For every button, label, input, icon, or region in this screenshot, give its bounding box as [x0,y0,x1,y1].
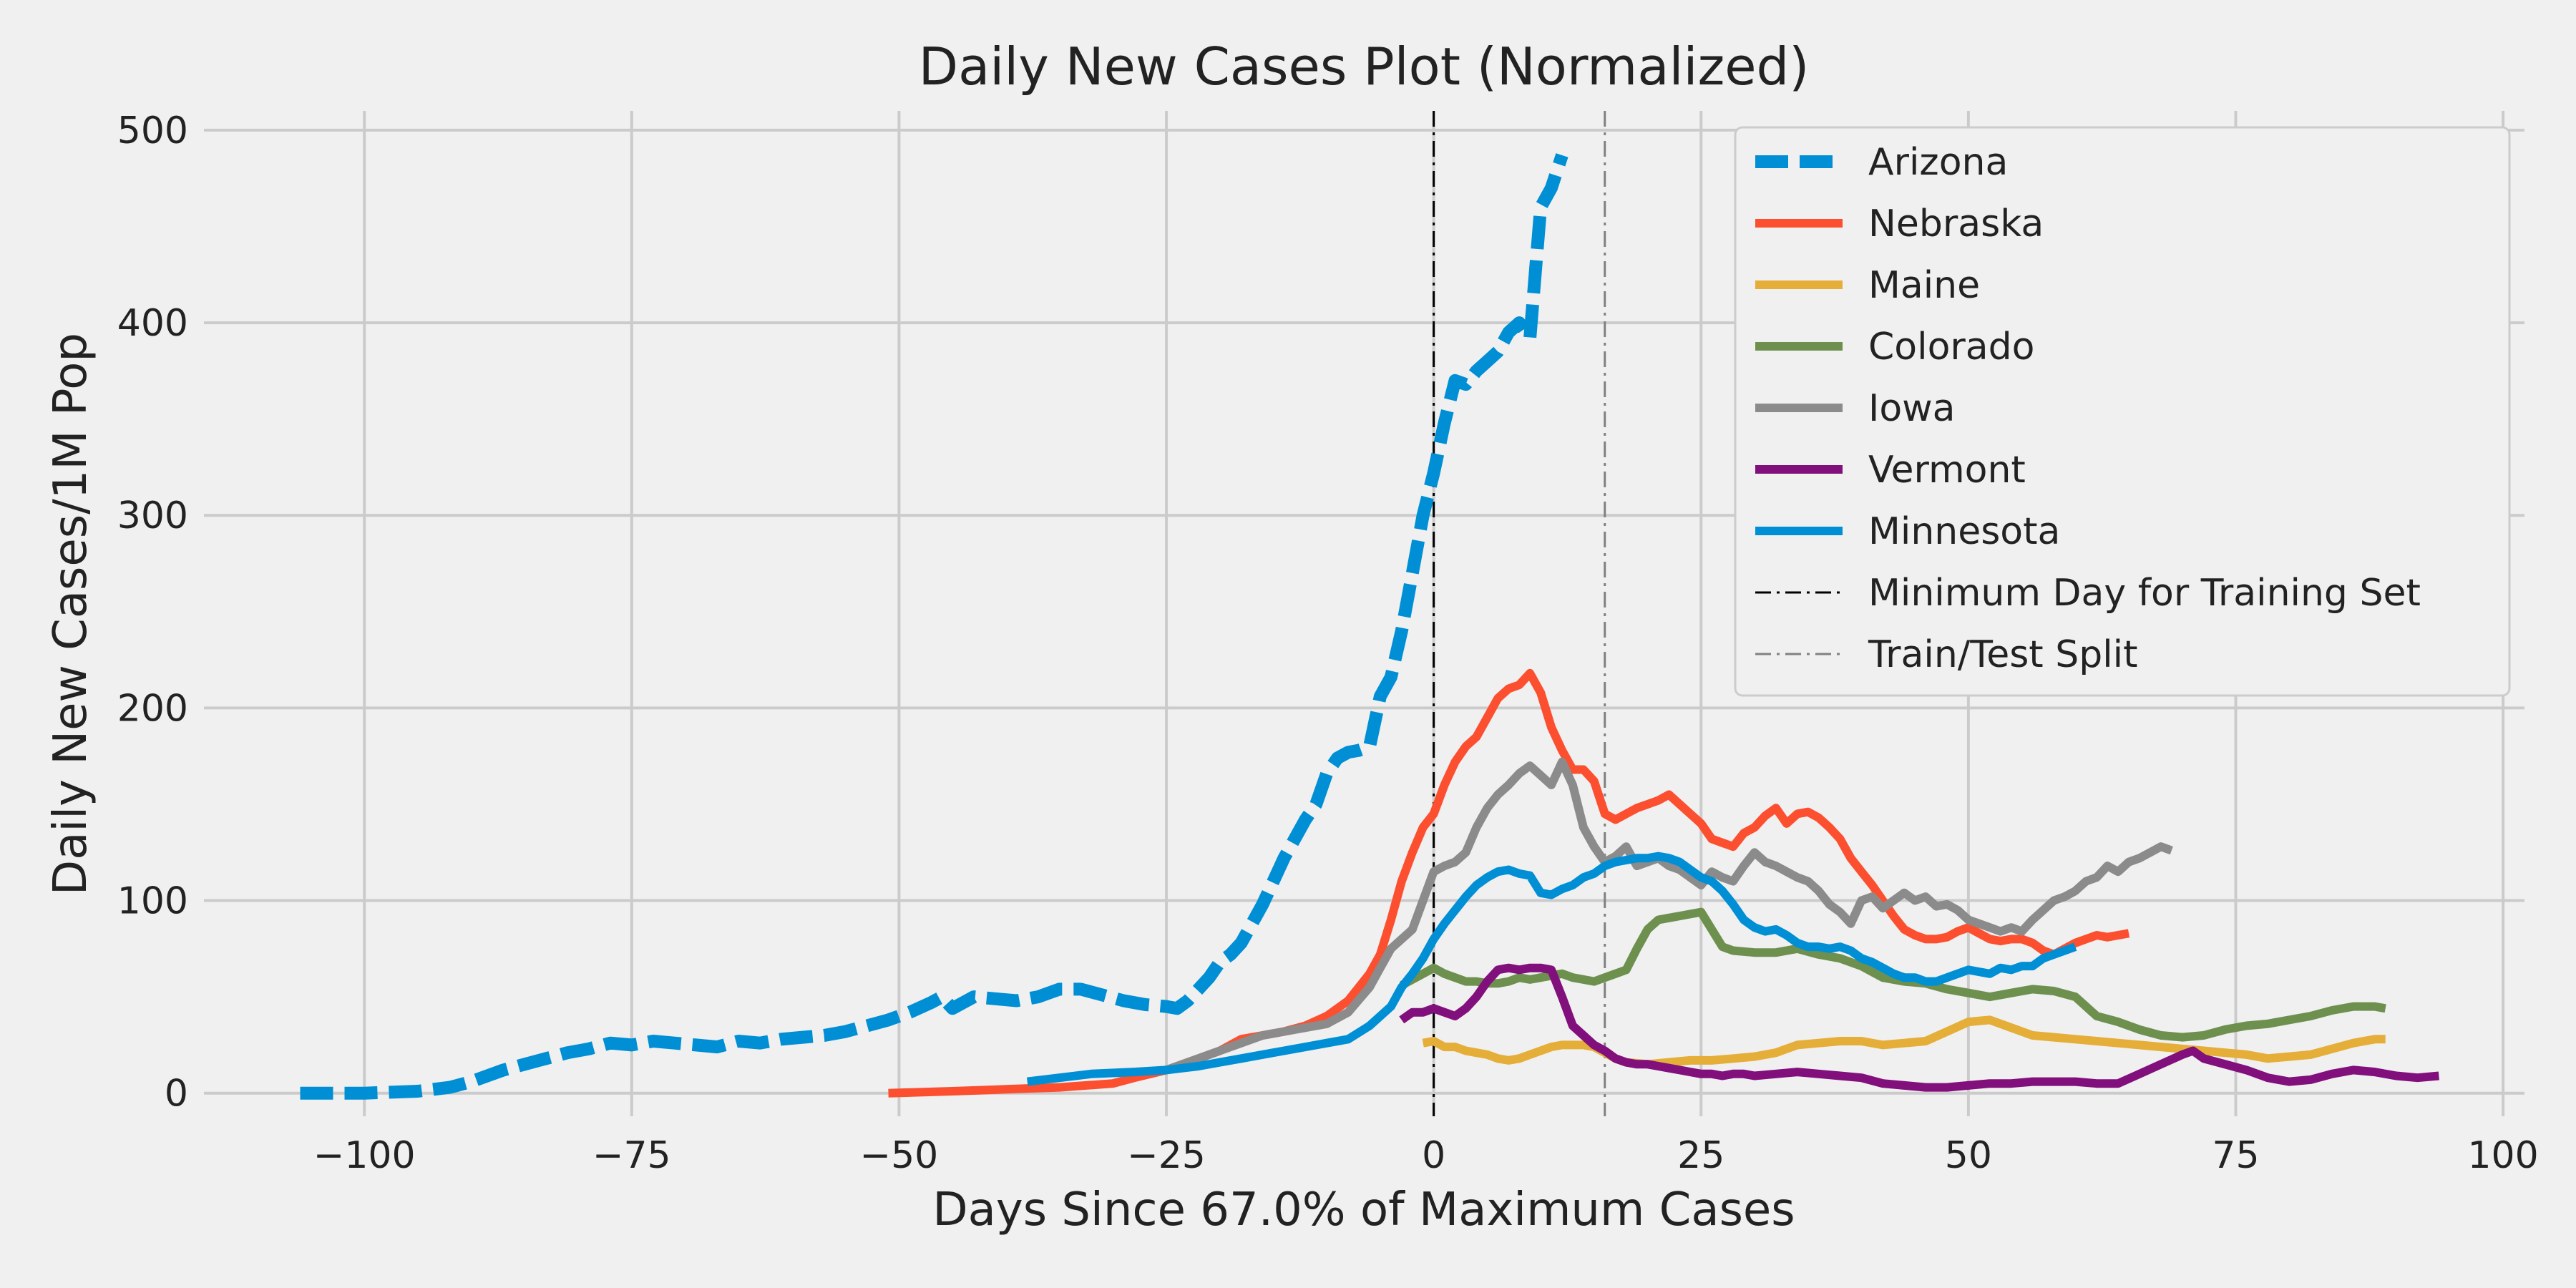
chart-title: Daily New Cases Plot (Normalized) [919,36,1810,97]
y-tick-label: 300 [117,494,188,537]
legend-label-arizona: Arizona [1868,141,2008,184]
nebraska-series-line [888,668,2130,1098]
y-tick-label: 0 [165,1073,188,1116]
tick-labels: −100 −75 −50 −25 0 25 50 75 100 0 100 200 300 400 500 [117,109,2539,1177]
legend-box [1734,126,2511,697]
vermont-series-line [1399,963,2439,1092]
y-tick-label: 100 [117,880,188,923]
data-series [300,153,2439,1100]
x-tick-label: −100 [313,1134,416,1177]
legend-label-vermont: Vermont [1868,449,2026,492]
colorado-series-line [1399,907,2386,1042]
reference-lines [1433,111,1606,1116]
y-tick-label: 400 [117,302,188,345]
x-tick-label: −75 [592,1134,671,1177]
legend: Arizona Nebraska Maine Colorado Iowa Vermont M… [1734,126,2511,697]
x-tick-label: 50 [1945,1134,1992,1177]
x-tick-label: −50 [860,1134,939,1177]
legend-label-colorado: Colorado [1868,326,2034,369]
legend-label-train-test-split: Train/Test Split [1868,633,2138,676]
x-tick-label: 25 [1677,1134,1724,1177]
x-tick-label: 0 [1422,1134,1445,1177]
y-axis-label: Daily New Cases/1M Pop [44,333,97,895]
y-tick-label: 200 [117,687,188,730]
legend-label-minnesota: Minnesota [1868,510,2060,553]
x-tick-label: −25 [1127,1134,1206,1177]
legend-label-iowa: Iowa [1868,387,1956,430]
x-tick-label: 100 [2467,1134,2538,1177]
x-tick-label: 75 [2212,1134,2259,1177]
maine-series-line [1422,1015,2386,1069]
legend-label-nebraska: Nebraska [1868,203,2044,245]
legend-label-maine: Maine [1868,264,1980,307]
y-tick-label: 500 [117,109,188,152]
iowa-series-line [1164,757,2173,1075]
x-axis-label: Days Since 67.0% of Maximum Cases [932,1184,1795,1236]
legend-label-minimum-day-for-training-set: Minimum Day for Training Set [1868,572,2421,615]
minnesota-series-line [1026,852,2077,1086]
arizona-series-line [300,153,1568,1100]
